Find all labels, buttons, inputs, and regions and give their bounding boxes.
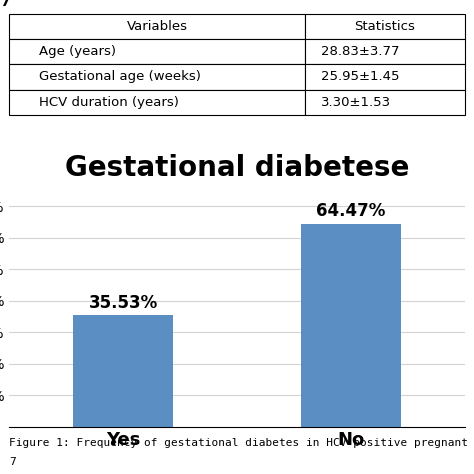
Title: Gestational diabetese: Gestational diabetese — [65, 155, 409, 182]
Bar — [73, 315, 173, 427]
Text: 7: 7 — [0, 0, 10, 9]
Bar — [301, 224, 401, 427]
Text: 64.47%: 64.47% — [316, 202, 385, 220]
Text: 35.53%: 35.53% — [89, 293, 158, 311]
Text: 7: 7 — [9, 456, 16, 466]
Text: Figure 1: Frequency of gestational diabetes in HCV positive pregnant wo: Figure 1: Frequency of gestational diabe… — [9, 438, 474, 447]
